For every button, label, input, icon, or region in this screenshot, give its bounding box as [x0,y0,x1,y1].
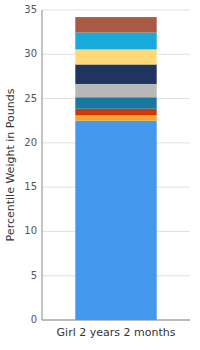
y-tick-label: 15 [24,181,37,192]
chart-container: 0 5 10 15 20 25 30 35 Girl 2 years 2 months Perce… [0,0,200,350]
y-axis-line [42,10,43,320]
grid [42,10,190,320]
y-tick-label: 30 [24,48,37,59]
y-tick-label: 10 [24,225,37,236]
bar-segment [75,64,156,83]
y-tick-label: 5 [31,270,37,281]
x-tick-label: Girl 2 years 2 months [57,326,176,339]
bar-segment [75,33,156,50]
bar-segment [75,84,156,97]
bar-segment [75,121,156,320]
y-axis-label: Percentile Weight in Pounds [4,88,17,241]
chart: 0 5 10 15 20 25 30 35 Girl 2 years 2 months Perce… [0,0,200,350]
y-tick-label: 35 [24,4,37,15]
x-axis-line [42,320,190,321]
bar-segment [75,49,156,64]
bar-segment [75,17,156,33]
y-tick-label: 0 [31,314,37,325]
bar-segment [75,115,156,120]
bars [75,17,156,320]
y-tick-label: 20 [24,137,37,148]
grid-line [42,320,190,321]
y-tick-label: 25 [24,93,37,104]
bar-segment [75,109,156,116]
bar-segment [75,97,156,109]
grid-line [42,10,190,11]
